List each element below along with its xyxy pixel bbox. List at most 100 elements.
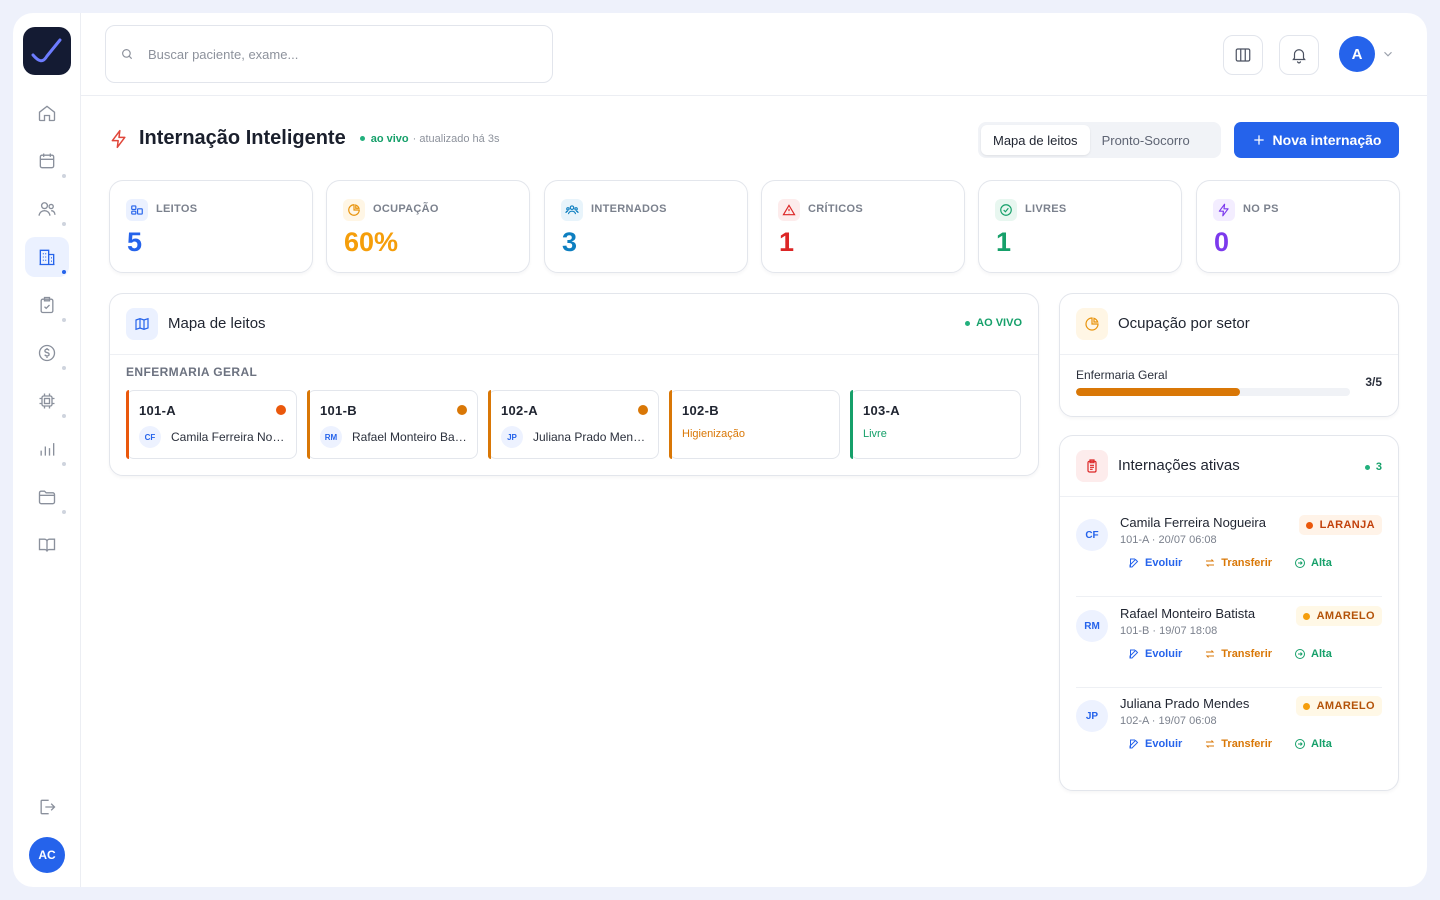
bed-card[interactable]: 103-A Livre <box>850 390 1021 459</box>
bed-id: 101-B <box>320 403 357 418</box>
swap-icon <box>1206 559 1215 567</box>
live-indicator: AO VIVO <box>965 317 1022 329</box>
occupancy-bar <box>1076 388 1350 396</box>
sidebar-item-library[interactable] <box>25 525 69 565</box>
priority-badge: AMARELO <box>1295 606 1382 626</box>
edit-icon <box>1129 558 1139 568</box>
book-open-icon <box>38 538 56 552</box>
sidebar-item-reports[interactable] <box>25 429 69 469</box>
priority-label: AMARELO <box>1316 610 1375 622</box>
status-dot <box>276 405 286 415</box>
bed-card[interactable]: 101-B RM Rafael Monteiro Batista <box>307 390 478 459</box>
patient-avatar: JP <box>501 426 523 448</box>
evolve-button[interactable]: Evoluir <box>1128 557 1182 569</box>
evolve-button[interactable]: Evoluir <box>1128 738 1182 750</box>
sidebar-item-billing[interactable] <box>25 333 69 373</box>
status-dot <box>638 405 648 415</box>
discharge-button[interactable]: Alta <box>1294 738 1332 750</box>
live-indicator: ao vivo · atualizado há 3s <box>359 132 499 145</box>
sidebar-item-hospital[interactable] <box>25 237 69 277</box>
tab-emergency[interactable]: Pronto-Socorro <box>1101 132 1190 148</box>
patient-name: Camila Ferreira Nogueira <box>171 430 287 444</box>
transfer-label: Transferir <box>1221 648 1273 660</box>
bed-status: Higienização <box>682 428 745 440</box>
sidebar-item-files[interactable] <box>25 477 69 517</box>
stat-label: OCUPAÇÃO <box>373 203 439 215</box>
discharge-button[interactable]: Alta <box>1294 557 1332 569</box>
card-header: Ocupação por setor <box>1060 294 1398 355</box>
logout-button[interactable] <box>25 787 69 827</box>
bolt-icon <box>111 129 126 148</box>
discharge-button[interactable]: Alta <box>1294 648 1332 660</box>
sidebar-item-calendar[interactable] <box>25 141 69 181</box>
patient-avatar: RM <box>320 426 342 448</box>
stat-value: 1 <box>996 227 1012 257</box>
live-label: AO VIVO <box>976 317 1022 329</box>
arrow-circle-icon <box>1295 739 1306 749</box>
edit-icon <box>1129 649 1139 659</box>
app-logo[interactable] <box>23 27 71 75</box>
sidebar-item-patients[interactable] <box>25 189 69 229</box>
map-icon <box>126 308 158 340</box>
swap-icon <box>1206 740 1215 748</box>
bed-map-card: Mapa de leitos AO VIVO ENFERMARIA GERAL … <box>109 293 1039 476</box>
edit-icon <box>1129 739 1139 749</box>
patient-name: Camila Ferreira Nogueira <box>1120 515 1266 530</box>
sidebar: AC <box>13 13 81 887</box>
stat-label: CRÍTICOS <box>808 203 863 215</box>
admission-actions: Evoluir Transferir Alta <box>1128 557 1354 569</box>
page-header: Internação Inteligente ao vivo · atualiz… <box>109 127 499 150</box>
calendar-icon <box>39 153 55 169</box>
logout-icon <box>40 799 56 815</box>
bed-card[interactable]: 102-A JP Juliana Prado Mendes <box>488 390 659 459</box>
admission-item[interactable]: RM Rafael Monteiro Batista 101-B · 19/07… <box>1076 598 1382 688</box>
bar-chart-icon <box>40 443 55 456</box>
profile-avatar[interactable]: A <box>1339 36 1375 72</box>
search-input[interactable] <box>148 46 528 62</box>
columns-button[interactable] <box>1223 35 1263 75</box>
bed-card[interactable]: 102-B Higienização <box>669 390 840 459</box>
card-title: Mapa de leitos <box>168 315 266 332</box>
admission-item[interactable]: JP Juliana Prado Mendes 102-A · 19/07 06… <box>1076 688 1382 778</box>
admission-meta: 101-A · 20/07 06:08 <box>1120 534 1217 546</box>
user-avatar[interactable]: AC <box>29 837 65 873</box>
bed-card[interactable]: 101-A CF Camila Ferreira Nogueira <box>126 390 297 459</box>
tab-bed-map[interactable]: Mapa de leitos <box>981 125 1090 155</box>
bell-icon <box>1292 49 1306 64</box>
chevron-down-icon[interactable] <box>1381 47 1395 61</box>
transfer-button[interactable]: Transferir <box>1204 557 1272 569</box>
transfer-button[interactable]: Transferir <box>1204 648 1272 660</box>
priority-label: LARANJA <box>1319 519 1375 531</box>
search-box[interactable] <box>105 25 553 83</box>
sidebar-item-home[interactable] <box>25 93 69 133</box>
new-admission-label: Nova internação <box>1272 132 1382 148</box>
pie-chart-icon <box>1076 308 1108 340</box>
live-label: ao vivo <box>370 132 409 145</box>
bolt-icon <box>1213 199 1235 221</box>
transfer-button[interactable]: Transferir <box>1204 738 1272 750</box>
arrow-circle-icon <box>1295 649 1306 659</box>
admission-item[interactable]: CF Camila Ferreira Nogueira 101-A · 20/0… <box>1076 507 1382 597</box>
card-header: Mapa de leitos AO VIVO <box>110 294 1038 355</box>
stat-card-free: LIVRES 1 <box>978 180 1182 273</box>
new-admission-button[interactable]: Nova internação <box>1234 122 1399 158</box>
sidebar-item-tasks[interactable] <box>25 285 69 325</box>
bed-id: 102-A <box>501 403 538 418</box>
sector-name: Enfermaria Geral <box>1076 368 1168 382</box>
admissions-count: 3 <box>1364 461 1382 473</box>
discharge-label: Alta <box>1311 738 1332 750</box>
clipboard-icon <box>1076 450 1108 482</box>
bed-id: 103-A <box>863 403 900 418</box>
evolve-button[interactable]: Evoluir <box>1128 648 1182 660</box>
sector-label: ENFERMARIA GERAL <box>126 365 258 379</box>
priority-label: AMARELO <box>1316 700 1375 712</box>
sidebar-item-devices[interactable] <box>25 381 69 421</box>
view-switcher: Mapa de leitos Pronto-Socorro <box>978 122 1221 158</box>
stat-label: LIVRES <box>1025 203 1067 215</box>
stat-label: NO PS <box>1243 203 1279 215</box>
stat-card-beds: LEITOS 5 <box>109 180 313 273</box>
cpu-icon <box>39 393 55 409</box>
pie-chart-icon <box>343 199 365 221</box>
notifications-button[interactable] <box>1279 35 1319 75</box>
group-icon <box>561 199 583 221</box>
